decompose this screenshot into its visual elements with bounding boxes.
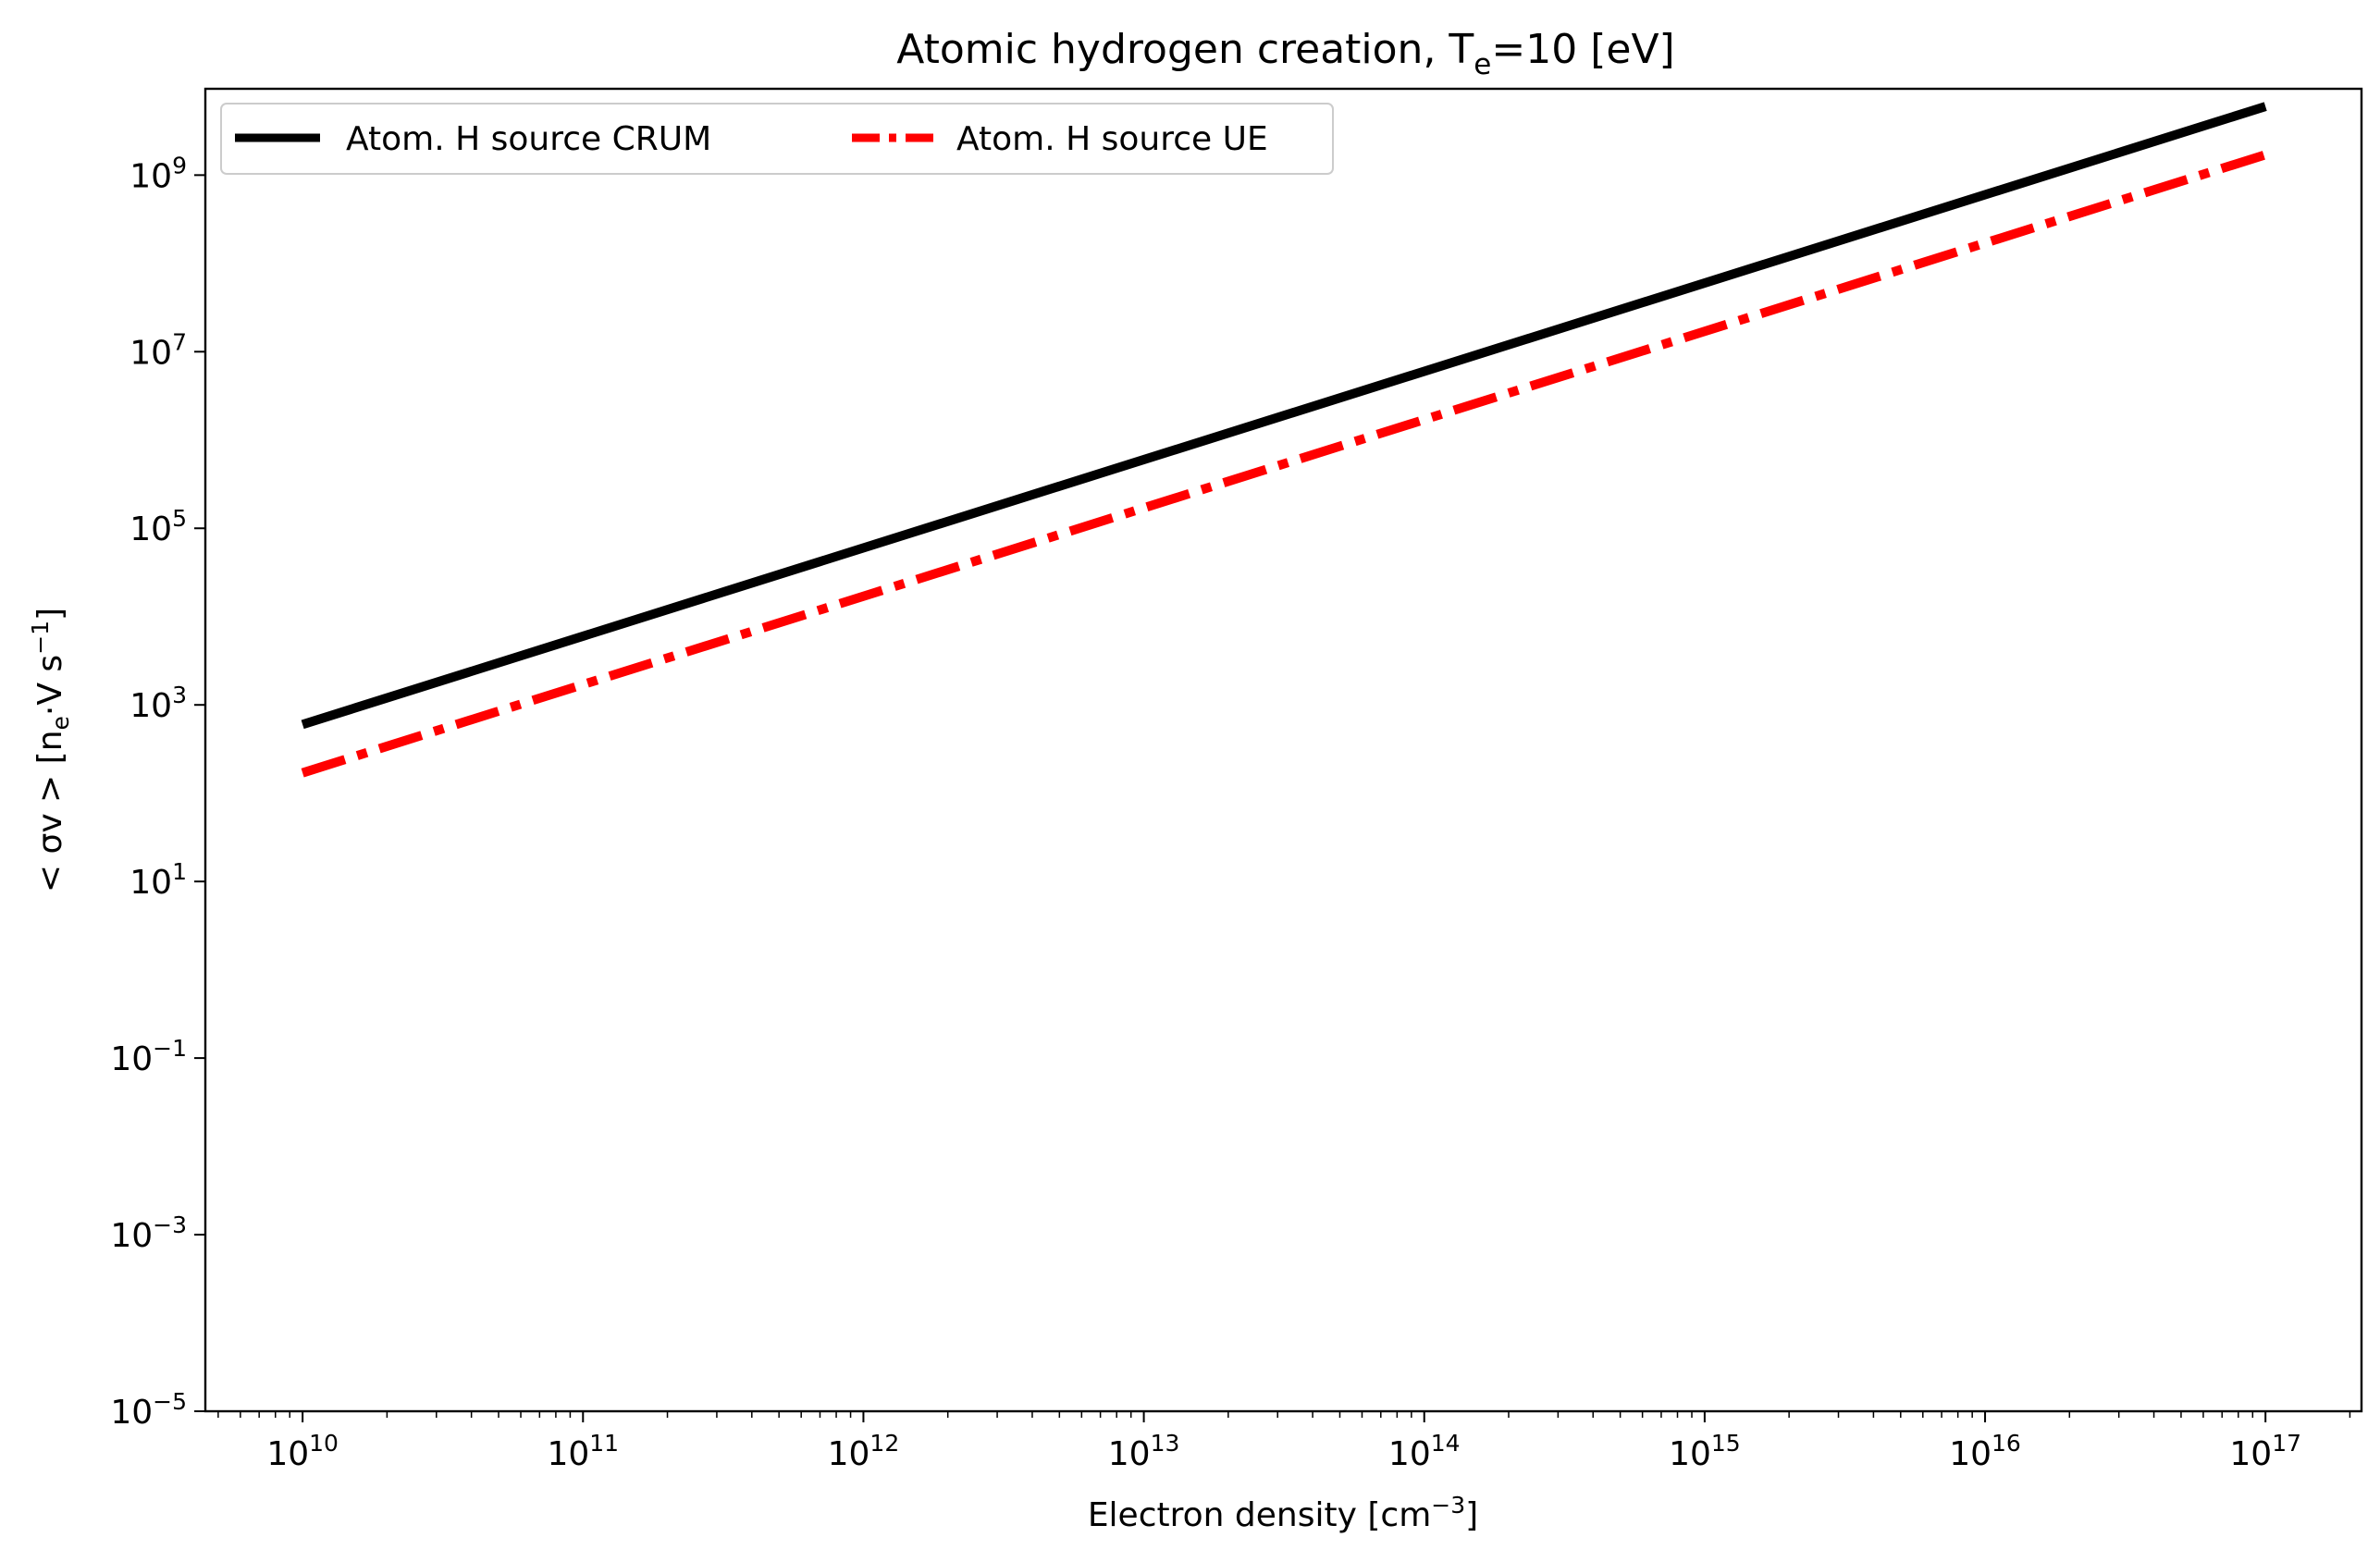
y-axis-label: < σv > [ne·V s−1] — [27, 608, 74, 892]
x-tick-label: 1011 — [547, 1430, 619, 1473]
x-tick-label: 1013 — [1108, 1430, 1180, 1473]
chart-title: Atomic hydrogen creation, Te=10 [eV] — [896, 26, 1674, 81]
x-tick-label: 1015 — [1669, 1430, 1741, 1473]
legend-label-ue: Atom. H source UE — [956, 120, 1268, 158]
legend-box — [220, 103, 1334, 175]
y-tick-label: 101 — [129, 858, 187, 902]
y-tick-label: 107 — [129, 328, 187, 372]
series-line-ue — [301, 150, 2267, 778]
x-tick-label: 1014 — [1388, 1430, 1461, 1473]
plot-frame — [203, 87, 2363, 1413]
y-tick-label: 10−5 — [110, 1388, 187, 1432]
x-axis-label: Electron density [cm−3] — [1088, 1492, 1478, 1534]
x-tick-label: 1012 — [828, 1430, 900, 1473]
series-layer — [301, 102, 2267, 778]
x-tick-label: 1017 — [2229, 1430, 2301, 1473]
legend-label-crum: Atom. H source CRUM — [346, 120, 711, 158]
y-tick-label: 10−3 — [110, 1211, 187, 1255]
y-tick-label: 105 — [129, 505, 187, 548]
y-tick-label: 109 — [129, 152, 187, 195]
y-tick-label: 103 — [129, 682, 187, 725]
series-line-crum — [301, 102, 2267, 730]
y-axis: 10−5 10−3 10−1 101 103 105 107 109 — [110, 152, 205, 1432]
x-axis: 1010 1011 1012 1013 1014 1015 1016 1017 — [217, 1411, 2351, 1473]
x-tick-label: 1010 — [266, 1430, 339, 1473]
legend: Atom. H source CRUM Atom. H source UE — [220, 103, 1334, 175]
y-tick-label: 10−1 — [110, 1035, 187, 1078]
plot-area: 1010 1011 1012 1013 1014 1015 1016 1017 10−510−… — [110, 87, 2363, 1473]
x-tick-label: 1016 — [1949, 1430, 2021, 1473]
